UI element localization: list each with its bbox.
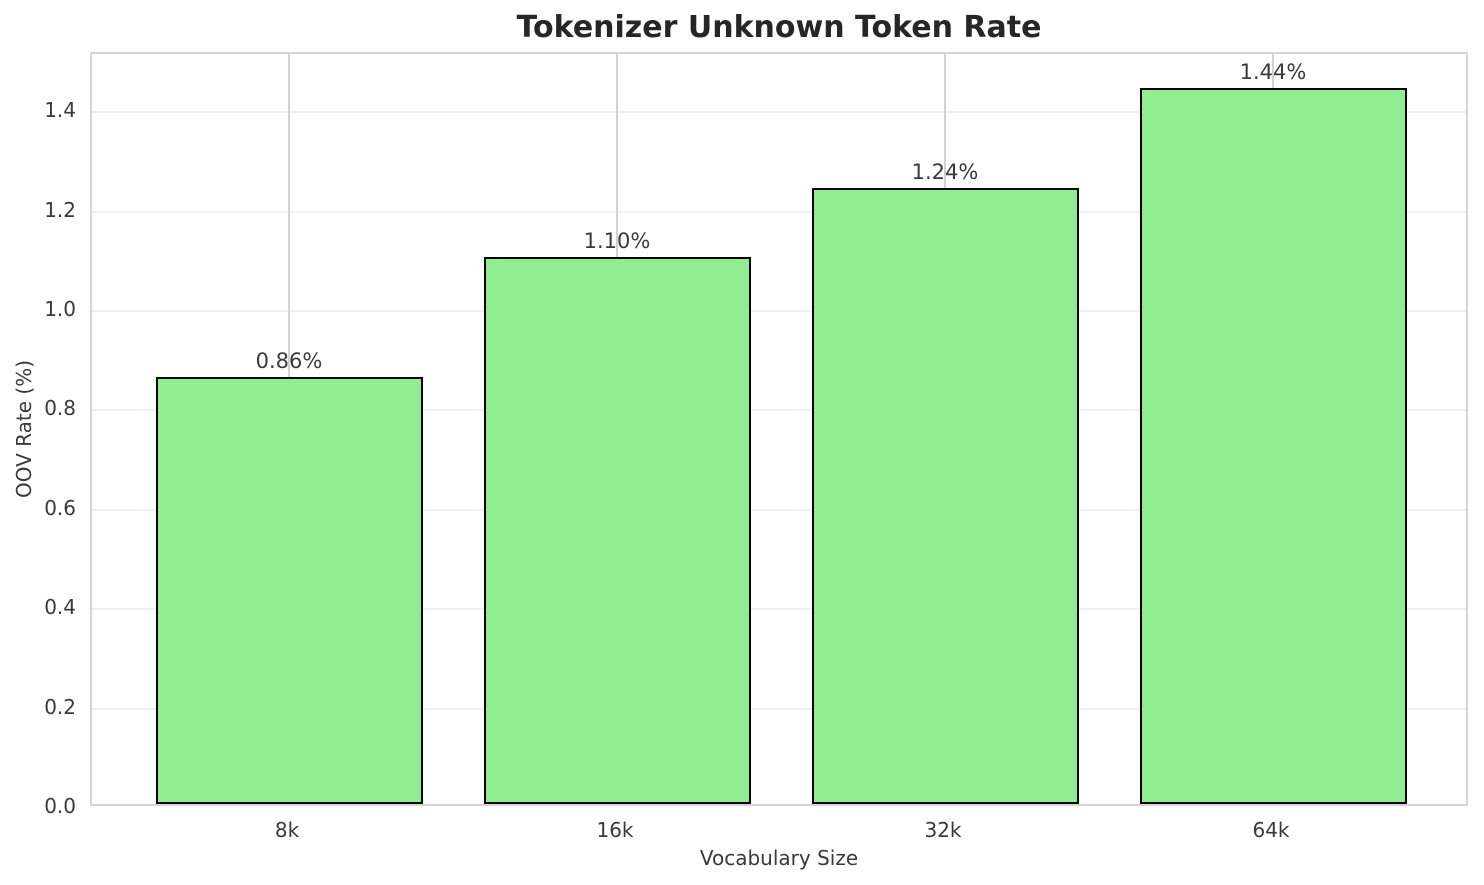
y-tick-label: 0.0 (44, 794, 76, 818)
bar-value-label: 1.44% (1239, 60, 1307, 85)
y-tick-label: 0.4 (44, 595, 76, 620)
h-gridline (92, 608, 1466, 611)
bar-16k (483, 257, 751, 804)
chart-title: Tokenizer Unknown Token Rate (516, 10, 1042, 45)
x-axis-label: Vocabulary Size (699, 846, 859, 870)
y-tick-label: 0.8 (44, 396, 76, 421)
bar-value-label: 0.86% (255, 348, 323, 373)
bar-value-label: 1.10% (583, 229, 651, 254)
bar-32k (811, 187, 1079, 804)
h-gridline (92, 508, 1466, 511)
bar-8k (155, 376, 423, 804)
y-tick-label: 1.0 (44, 296, 76, 321)
y-tick-label: 1.4 (44, 98, 76, 123)
h-gridline (92, 409, 1466, 412)
bar-64k (1139, 88, 1407, 804)
y-axis-label: OOV Rate (%) (12, 360, 36, 498)
x-tick-label: 8k (274, 818, 300, 842)
y-tick-label: 1.2 (44, 197, 76, 222)
h-gridline (92, 309, 1466, 312)
h-gridline (92, 210, 1466, 213)
bar-value-label: 1.24% (911, 159, 979, 184)
x-tick-label: 64k (1252, 818, 1290, 842)
x-tick-label: 16k (596, 818, 634, 842)
plot-area: 0.86% 1.10% 1.24% 1.44% (90, 52, 1468, 806)
h-gridline (92, 111, 1466, 114)
y-tick-label: 0.2 (44, 694, 76, 719)
x-tick-label: 32k (924, 818, 962, 842)
h-gridline (92, 707, 1466, 710)
y-tick-label: 0.6 (44, 495, 76, 520)
